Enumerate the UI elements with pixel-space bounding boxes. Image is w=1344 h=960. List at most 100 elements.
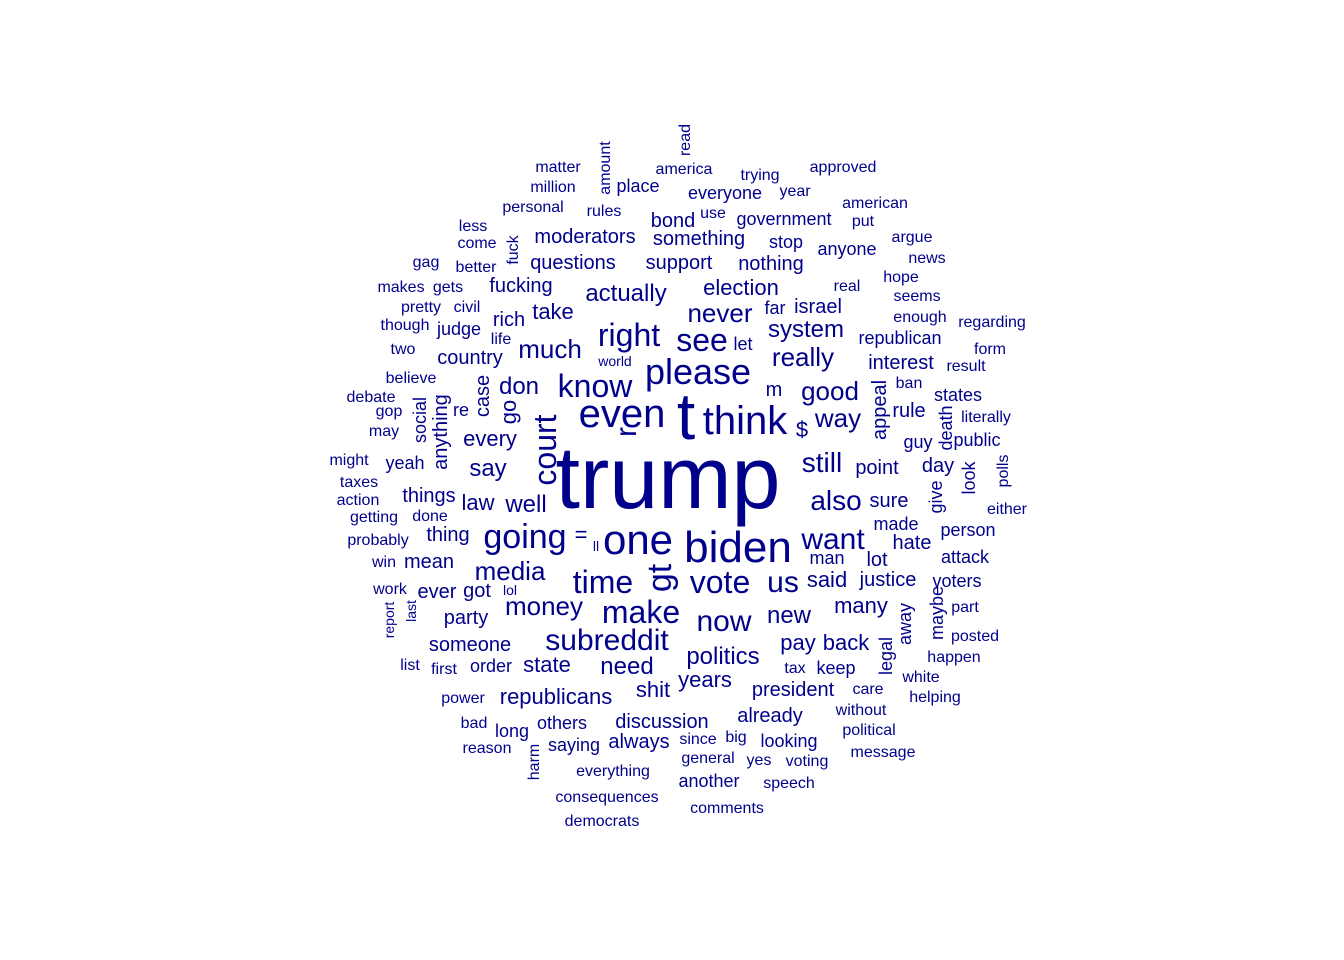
word-win: win <box>371 554 397 571</box>
word-away: away <box>895 602 915 646</box>
word-point: point <box>855 457 899 479</box>
word-country: country <box>437 347 503 369</box>
word-mean: mean <box>403 551 455 573</box>
word-don: don <box>498 373 540 400</box>
word-justice: justice <box>859 569 917 591</box>
word-care: care <box>852 681 884 698</box>
word-less: less <box>458 218 488 235</box>
word-biden: biden <box>684 523 792 572</box>
word-system: system <box>767 316 845 343</box>
word-president: president <box>751 679 835 701</box>
word-two: two <box>390 341 416 358</box>
word-pay: pay <box>780 630 816 655</box>
word-never: never <box>687 298 753 328</box>
word-thing: thing <box>426 524 470 546</box>
word-amount: amount <box>597 141 614 195</box>
word-part: part <box>951 599 979 616</box>
word-makes: makes <box>377 279 425 296</box>
word-anyone: anyone <box>817 239 877 259</box>
word-maybe: maybe <box>927 585 947 641</box>
word-election: election <box>703 275 779 300</box>
word-day: day <box>921 455 955 477</box>
word-come: come <box>457 235 497 252</box>
word-american: american <box>842 195 908 212</box>
word-way: way <box>814 403 862 433</box>
word-actually: actually <box>585 280 667 307</box>
word-may: may <box>368 423 400 440</box>
word-m: m <box>765 379 783 401</box>
word-happen: happen <box>927 649 981 666</box>
word-saying: saying <box>547 735 601 755</box>
word-far: far <box>764 298 786 318</box>
word-voting: voting <box>785 753 829 770</box>
word-general: general <box>681 750 735 767</box>
word-bond: bond <box>650 210 696 232</box>
word-still: still <box>801 447 843 478</box>
word-right: right <box>597 317 661 353</box>
word-every: every <box>463 426 517 451</box>
word-posted: posted <box>950 628 1000 645</box>
word-lol: lol <box>502 582 518 598</box>
word-form: form <box>974 341 1006 358</box>
word-even: even <box>578 392 666 436</box>
word-now: now <box>696 605 752 638</box>
word-lot: lot <box>866 549 888 571</box>
word-dollar: $ <box>795 417 809 442</box>
word-keep: keep <box>816 658 856 678</box>
word-work: work <box>373 581 407 598</box>
word-list: list <box>400 657 420 674</box>
word-said: said <box>806 567 848 592</box>
word-well: well <box>505 491 547 518</box>
word-consequences: consequences <box>555 789 659 806</box>
word-place: place <box>616 176 660 196</box>
word-israel: israel <box>794 296 842 318</box>
word-think: think <box>702 399 788 443</box>
word-gop: gop <box>375 403 403 420</box>
word-yes: yes <box>746 752 772 769</box>
word-probably: probably <box>347 532 409 549</box>
word-let: let <box>733 334 753 354</box>
word-moderators: moderators <box>534 226 636 248</box>
word-back: back <box>822 630 870 655</box>
word-hate: hate <box>892 532 932 554</box>
word-please: please <box>644 351 752 392</box>
word-party: party <box>443 607 489 629</box>
word-personal: personal <box>502 199 564 216</box>
word-democrats: democrats <box>564 813 640 830</box>
word-vote: vote <box>689 564 751 600</box>
word-take: take <box>532 299 574 324</box>
word-states: states <box>933 385 983 405</box>
word-nothing: nothing <box>738 253 804 275</box>
word-r: r <box>610 427 643 437</box>
word-polls: polls <box>995 454 1012 488</box>
word-something: something <box>652 228 746 250</box>
word-got: got <box>463 580 491 602</box>
word-read: read <box>677 123 694 157</box>
word-result: result <box>946 358 986 375</box>
word-equals: = <box>574 522 588 547</box>
word-media: media <box>474 556 546 586</box>
word-public: public <box>953 430 1001 450</box>
word-fuck: fuck <box>505 235 522 265</box>
word-rich: rich <box>492 309 526 331</box>
word-believe: believe <box>385 370 437 387</box>
word-world: world <box>598 353 632 369</box>
word-without: without <box>835 702 887 719</box>
word-see: see <box>676 322 728 358</box>
word-guy: guy <box>903 432 933 452</box>
word-message: message <box>850 744 916 761</box>
word-make: make <box>601 594 681 630</box>
word-yeah: yeah <box>385 453 425 473</box>
word-death: death <box>936 405 956 451</box>
word-really: really <box>771 342 835 372</box>
word-know: know <box>557 368 633 404</box>
word-enough: enough <box>893 309 947 326</box>
word-legal: legal <box>876 636 896 676</box>
word-man: man <box>809 548 845 568</box>
word-better: better <box>455 259 497 276</box>
word-government: government <box>736 209 832 229</box>
word-ever: ever <box>417 581 457 603</box>
word-trying: trying <box>740 167 780 184</box>
word-court: court <box>527 414 563 486</box>
word-white: white <box>902 669 940 686</box>
